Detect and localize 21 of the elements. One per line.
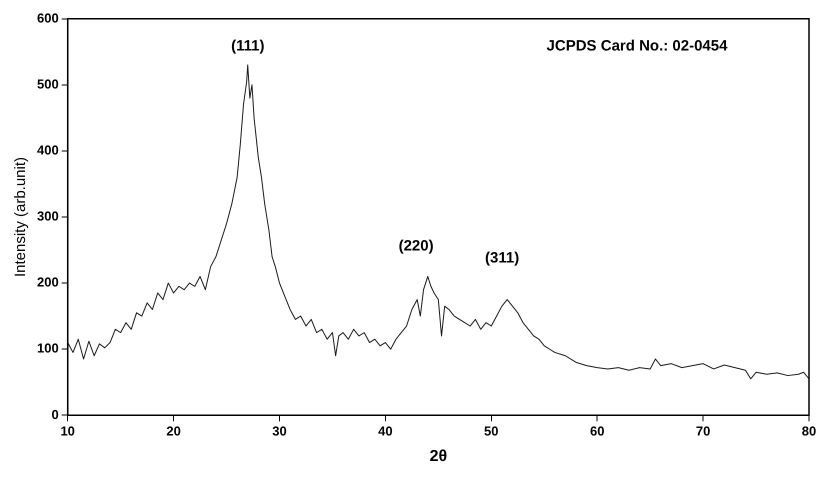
y-tick-label: 400 <box>36 142 59 158</box>
x-tick-label: 40 <box>378 424 393 439</box>
annotation: (220) <box>398 237 434 254</box>
x-tick-label: 10 <box>60 424 75 439</box>
x-tick-label: 80 <box>802 424 816 439</box>
annotation: JCPDS Card No.: 02-0454 <box>546 37 728 54</box>
x-axis-title: 2θ <box>430 448 448 465</box>
x-tick-label: 70 <box>696 424 710 439</box>
y-tick-label: 200 <box>36 274 59 290</box>
annotation: (311) <box>484 249 520 266</box>
x-tick-label: 20 <box>166 424 181 439</box>
x-tick-label: 50 <box>484 424 499 439</box>
x-tick-label: 60 <box>590 424 604 439</box>
y-tick-label: 600 <box>36 10 59 26</box>
y-tick-label: 100 <box>36 340 59 356</box>
y-tick-label: 500 <box>36 76 59 92</box>
y-axis-title: Intensity (arb.unit) <box>12 156 30 278</box>
y-tick-label: 300 <box>36 208 59 224</box>
annotation: (111) <box>231 37 265 54</box>
x-tick-label: 30 <box>272 424 287 439</box>
y-tick-label: 0 <box>51 406 59 422</box>
